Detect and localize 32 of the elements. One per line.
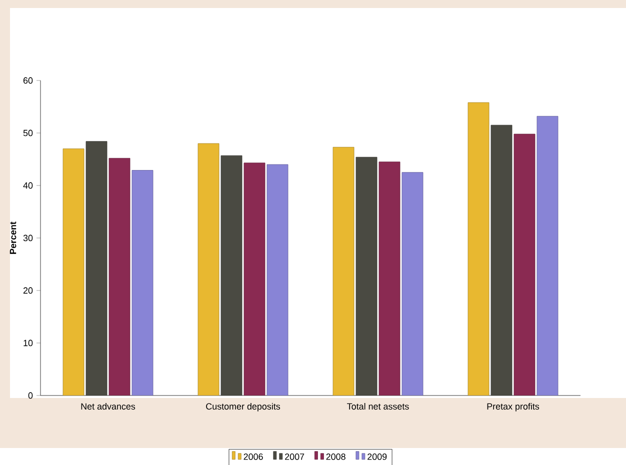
- bar: [266, 164, 288, 396]
- bar: [108, 158, 130, 396]
- x-tick-label: Net advances: [81, 402, 136, 410]
- bar: [356, 156, 378, 396]
- bar: [132, 170, 154, 396]
- y-axis-title: Percent: [10, 221, 16, 254]
- y-tick-label: 60: [23, 77, 33, 84]
- bar: [198, 143, 220, 396]
- legend-label: 2009: [368, 453, 387, 460]
- legend-label: 2006: [244, 453, 263, 460]
- bar: [402, 172, 424, 396]
- y-tick-label: 50: [23, 130, 33, 136]
- legend-label: 2007: [285, 453, 304, 460]
- bar: [220, 155, 242, 396]
- x-tick-label: Customer deposits: [206, 402, 280, 412]
- bar: [536, 116, 558, 396]
- y-tick-label: 10: [24, 340, 33, 346]
- y-tick-label: 20: [23, 287, 33, 294]
- bar: [378, 161, 400, 396]
- x-tick-label: Total net assets: [347, 402, 409, 410]
- x-tick-label: Pretax profits: [487, 402, 540, 412]
- bar: [490, 124, 512, 396]
- bar: [332, 146, 354, 396]
- y-tick-label: 0: [28, 392, 33, 398]
- legend-label: 2008: [326, 453, 346, 460]
- y-tick-label: 30: [23, 234, 33, 241]
- y-tick-label: 40: [23, 182, 33, 188]
- bar: [468, 102, 490, 396]
- bar: [62, 148, 84, 396]
- bar: [86, 140, 108, 396]
- bar: [514, 134, 536, 396]
- bar: [244, 162, 266, 396]
